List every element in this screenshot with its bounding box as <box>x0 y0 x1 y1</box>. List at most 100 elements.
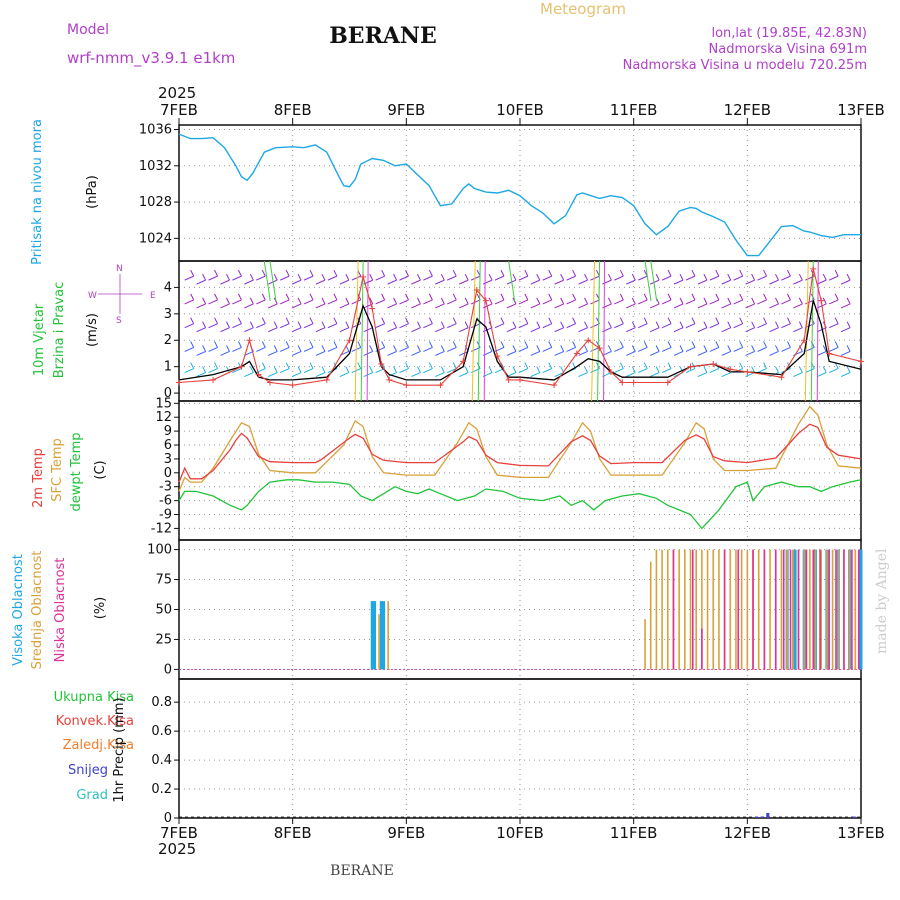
wind-barb-flag <box>345 297 350 305</box>
wind-barb-flag <box>763 341 768 348</box>
wind-barb <box>566 299 576 305</box>
wind-barb-flag <box>237 317 242 324</box>
y-tick-label: 3 <box>164 307 172 322</box>
wind-gust-marker <box>360 273 367 280</box>
wind-barb <box>256 346 266 352</box>
wind-barb-flag <box>715 269 720 277</box>
wind-barb <box>828 346 839 352</box>
wind-barb <box>649 372 660 378</box>
wind-streak <box>360 260 364 402</box>
wind-barb-flag <box>631 321 636 328</box>
wind-barb <box>423 275 433 281</box>
wind-barb-flag <box>428 269 433 277</box>
wind-barb-flag <box>285 317 290 324</box>
wind-barb <box>673 303 684 309</box>
x-tick-label-bottom: 12FEB <box>724 824 771 842</box>
wind-barb <box>661 346 672 352</box>
wind-barb-flag <box>297 321 302 328</box>
wind-barb <box>351 299 361 305</box>
wind-gust-marker <box>289 382 296 389</box>
wind-barb-flag <box>345 366 350 373</box>
wind-barb <box>399 346 409 352</box>
wind-barb-flag <box>846 273 851 281</box>
wind-barb <box>458 327 469 333</box>
wind-gust-marker <box>619 379 626 386</box>
x-tick-label-bottom: 10FEB <box>496 824 543 842</box>
wind-barb-flag <box>428 341 433 348</box>
wind-barb-flag <box>440 297 445 305</box>
wind-barb <box>709 275 720 281</box>
wind-barb <box>435 303 445 309</box>
wind-barb <box>626 279 636 285</box>
wind-barb-flag <box>405 317 409 324</box>
wind-barb <box>757 368 767 374</box>
wind-barb <box>375 275 385 281</box>
wind-barb <box>530 350 541 356</box>
wind-gust-marker <box>460 358 467 365</box>
wind-barb-flag <box>584 345 588 352</box>
wind-barb <box>494 299 505 305</box>
y-tick-label: 0.6 <box>151 724 172 739</box>
wind-barb-flag <box>285 341 290 348</box>
wind-barb-flag <box>333 269 338 277</box>
wind-barb-flag <box>214 341 219 348</box>
wind-barb <box>578 303 588 309</box>
pressure-ylabel: (hPa) <box>85 175 100 209</box>
wind-barb-flag <box>261 317 266 324</box>
model-altitude-text: Nadmorska Visina u modelu 720.25m <box>623 58 867 73</box>
wind-barb-flag <box>214 269 219 277</box>
wind-barb-flag <box>321 273 326 281</box>
wind-barb <box>291 372 302 378</box>
wind-barb <box>458 350 469 356</box>
wind-barb-flag <box>584 297 588 305</box>
wind-barb-flag <box>381 341 386 348</box>
wind-barb-flag <box>715 293 720 301</box>
wind-barb-flag <box>691 317 696 324</box>
wind-barb <box>661 299 672 305</box>
wind-barb <box>518 346 529 352</box>
wind-barb <box>709 346 720 352</box>
wind-barb-flag <box>297 297 302 305</box>
y-tick-label: 0 <box>164 386 172 401</box>
wind-streak <box>644 260 652 302</box>
wind-barb-flag <box>345 273 350 281</box>
wind-gust-marker <box>386 376 393 383</box>
wind-gust-marker <box>176 379 182 386</box>
wind-barb <box>566 346 576 352</box>
cloud-ylabel: (%) <box>93 597 108 620</box>
wind-barb <box>411 327 421 333</box>
wind-barb <box>399 275 409 281</box>
wind-barb-flag <box>548 341 553 348</box>
wind-barb-flag <box>751 297 756 305</box>
y-tick-label: 15 <box>155 396 172 411</box>
wind-barb-flag <box>214 317 219 324</box>
wind-barb-flag <box>786 341 791 348</box>
y-tick-label: -6 <box>159 494 172 509</box>
wind-barb <box>793 303 803 309</box>
wind-barb <box>387 279 397 285</box>
wind-barb <box>518 368 529 374</box>
wind-barb <box>828 323 839 329</box>
wind-barb <box>268 372 278 378</box>
wind-barb <box>184 323 194 329</box>
wind-barb <box>279 299 290 305</box>
wind-barb-flag <box>440 345 445 352</box>
wind-barb-flag <box>357 362 362 369</box>
wind-barb-flag <box>560 321 565 328</box>
wind-barb <box>399 323 409 329</box>
wind-barb-flag <box>440 321 445 328</box>
wind-barb-flag <box>536 321 541 328</box>
wind-barb-flag <box>261 293 266 301</box>
wind-barb-flag <box>691 362 696 369</box>
wind-barb <box>232 299 242 305</box>
wind-barb <box>542 299 552 305</box>
wind-barb-flag <box>619 341 624 348</box>
wind-barb-flag <box>417 366 421 373</box>
y-tick-label: -12 <box>151 521 172 536</box>
compass-e: E <box>150 291 156 301</box>
wind-barb <box>315 372 326 378</box>
cloud-title-3: Niska Oblacnost <box>53 558 68 663</box>
wind-barb-flag <box>643 317 648 324</box>
wind-barb <box>840 327 851 333</box>
wind-barb-flag <box>536 366 541 373</box>
